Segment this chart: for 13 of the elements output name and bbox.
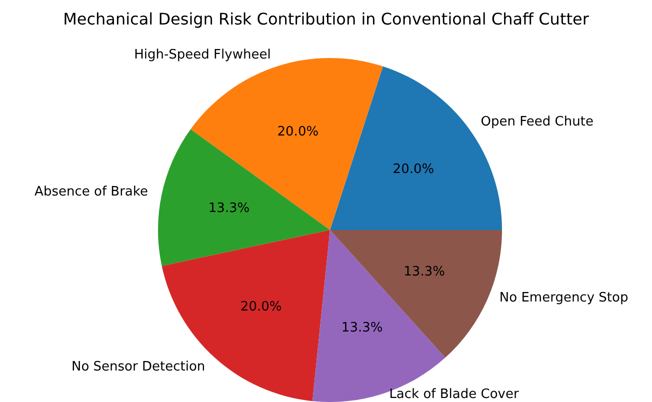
data-label: 20.0% [392,162,434,177]
data-label: 13.3% [404,264,445,280]
slice-label: Absence of Brake [34,184,148,200]
data-label: 13.3% [208,201,250,216]
data-label: 20.0% [240,299,282,314]
data-label: 20.0% [277,124,319,140]
slice-label: Lack of Blade Cover [389,387,520,402]
chart-title: Mechanical Design Risk Contribution in Conventional Chaff Cutter [63,10,590,28]
slice-label: No Emergency Stop [499,290,628,306]
data-label: 13.3% [341,320,383,336]
slice-label: High-Speed Flywheel [134,48,271,63]
slice-label: Open Feed Chute [480,114,594,130]
slice-label: No Sensor Detection [71,359,206,374]
